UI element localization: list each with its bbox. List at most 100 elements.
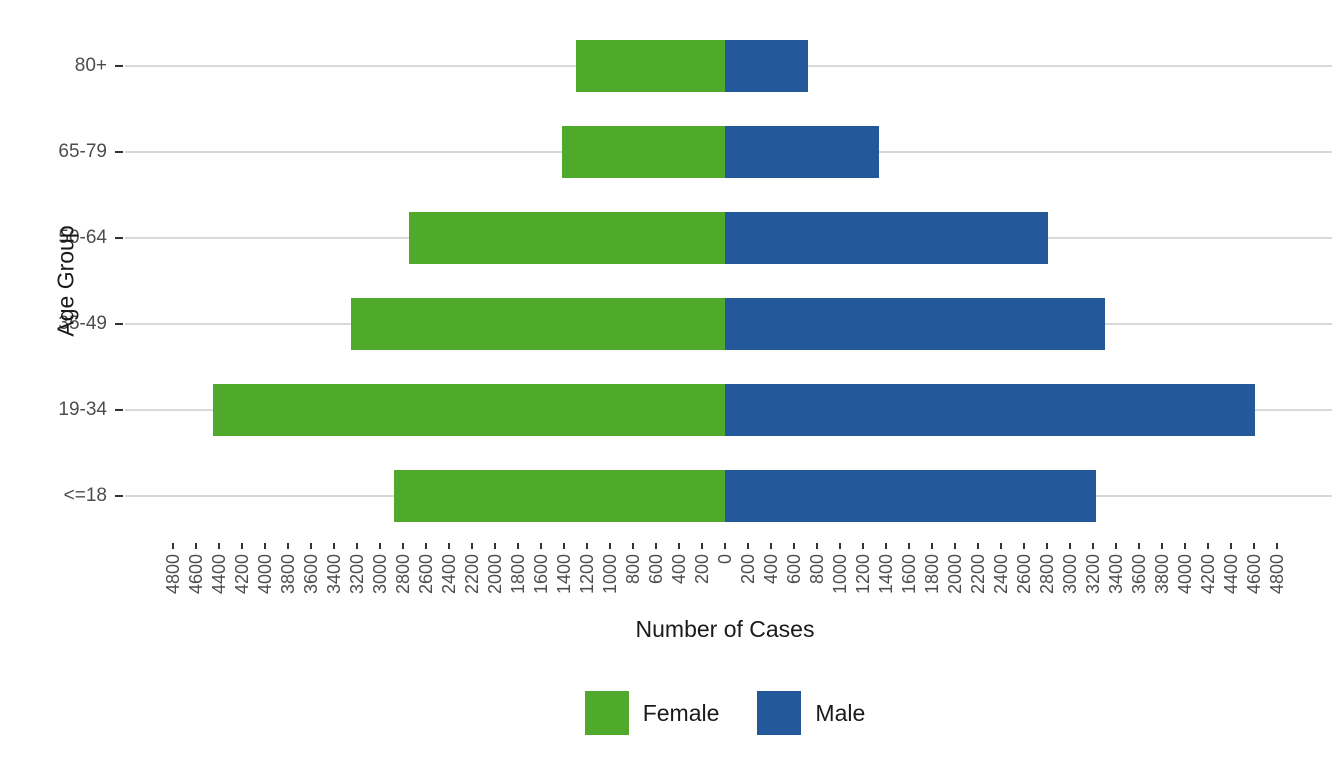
x-axis-label-text: 1400 <box>876 554 896 595</box>
x-axis-label-text: 2000 <box>945 554 965 595</box>
bar-female-<=18 <box>393 470 725 522</box>
x-axis-label: 1600 <box>530 554 552 594</box>
x-axis-tick <box>1138 543 1140 549</box>
x-axis-label: 3400 <box>1105 554 1127 594</box>
x-axis-tick <box>724 543 726 549</box>
x-axis-label: 1000 <box>829 554 851 594</box>
x-axis-label: 3800 <box>1151 554 1173 594</box>
x-axis-tick <box>471 543 473 549</box>
male-legend-label: Male <box>815 699 866 726</box>
x-axis-label: 4200 <box>1197 554 1219 594</box>
x-axis-label: 4600 <box>1243 554 1265 594</box>
female-legend-swatch <box>584 691 629 735</box>
y-axis-label: 80+ <box>74 55 107 76</box>
x-axis-label-text: 2400 <box>439 554 459 595</box>
x-axis-label-text: 2600 <box>1014 554 1034 595</box>
x-axis-label-text: 3800 <box>1152 554 1172 595</box>
bar-female-19-34 <box>213 384 725 436</box>
x-axis-tick <box>678 543 680 549</box>
x-axis-label-text: 600 <box>646 554 666 585</box>
x-axis-label: 2800 <box>392 554 414 594</box>
x-axis-label: 1600 <box>898 554 920 594</box>
x-axis-label-text: 2800 <box>1037 554 1057 595</box>
x-axis-label: 4000 <box>1174 554 1196 594</box>
x-axis-label-text: 1200 <box>577 554 597 595</box>
x-axis-tick <box>1207 543 1209 549</box>
x-axis-label-text: 3800 <box>278 554 298 595</box>
x-axis-tick <box>908 543 910 549</box>
x-axis-tick <box>747 543 749 549</box>
x-axis-label-text: 400 <box>761 554 781 585</box>
y-axis-tick <box>115 237 123 239</box>
x-axis-label: 200 <box>737 554 759 584</box>
y-axis-title: Age Group <box>52 225 79 337</box>
x-axis-tick <box>977 543 979 549</box>
x-axis-label: 4400 <box>208 554 230 594</box>
x-axis-tick <box>1092 543 1094 549</box>
x-axis-tick <box>333 543 335 549</box>
x-axis-tick <box>862 543 864 549</box>
x-axis-title: Number of Cases <box>635 616 815 642</box>
x-axis-label-text: 2200 <box>462 554 482 595</box>
x-axis-label: 3200 <box>1082 554 1104 594</box>
x-axis-label-text: 400 <box>669 554 689 585</box>
x-axis-label-text: 600 <box>784 554 804 585</box>
x-axis-label-text: 4800 <box>163 554 183 595</box>
x-axis-label-text: 3200 <box>347 554 367 595</box>
x-axis-label: 1200 <box>852 554 874 594</box>
x-axis-label-text: 1000 <box>830 554 850 595</box>
x-axis-label: 1400 <box>553 554 575 594</box>
x-axis-label: 4200 <box>231 554 253 594</box>
y-axis-tick <box>115 409 123 411</box>
x-axis-label-text: 3000 <box>1060 554 1080 595</box>
bar-female-50-64 <box>408 212 725 264</box>
x-axis-tick <box>1000 543 1002 549</box>
x-axis-label: 3600 <box>300 554 322 594</box>
x-axis-tick <box>287 543 289 549</box>
x-axis-label-text: 4200 <box>232 554 252 595</box>
x-axis-label-text: 800 <box>623 554 643 585</box>
x-axis-tick <box>1161 543 1163 549</box>
x-axis-tick <box>563 543 565 549</box>
x-axis-tick <box>1184 543 1186 549</box>
x-axis-tick <box>1046 543 1048 549</box>
x-axis-label-text: 4000 <box>255 554 275 595</box>
x-axis-tick <box>954 543 956 549</box>
x-axis-tick <box>517 543 519 549</box>
x-axis-tick <box>793 543 795 549</box>
x-axis-label: 4400 <box>1220 554 1242 594</box>
male-legend-swatch <box>757 691 802 735</box>
x-axis-label-text: 200 <box>738 554 758 585</box>
y-axis-tick <box>115 65 123 67</box>
x-axis-label-text: 4400 <box>1221 554 1241 595</box>
x-axis-label: 400 <box>760 554 782 584</box>
x-axis-label: 3200 <box>346 554 368 594</box>
x-axis-tick <box>770 543 772 549</box>
x-axis-label: 4800 <box>162 554 184 594</box>
x-axis-label-text: 2400 <box>991 554 1011 595</box>
x-axis-label-text: 1600 <box>899 554 919 595</box>
x-axis-tick <box>218 543 220 549</box>
legend-item-male: Male <box>757 691 865 735</box>
x-axis-tick <box>1276 543 1278 549</box>
x-axis-tick <box>540 543 542 549</box>
x-axis-label-text: 2800 <box>393 554 413 595</box>
female-legend-label: Female <box>642 699 720 726</box>
x-axis-tick <box>701 543 703 549</box>
legend: Female Male <box>118 691 1332 735</box>
x-axis-label: 0 <box>714 554 736 564</box>
x-axis-tick <box>816 543 818 549</box>
bar-male-50-64 <box>725 212 1049 264</box>
y-axis-tick <box>115 323 123 325</box>
x-axis-label: 2200 <box>461 554 483 594</box>
x-axis-tick <box>1069 543 1071 549</box>
x-axis-tick <box>494 543 496 549</box>
x-axis-label: 2800 <box>1036 554 1058 594</box>
x-axis-label-text: 4400 <box>209 554 229 595</box>
x-axis-tick <box>655 543 657 549</box>
x-axis-tick <box>839 543 841 549</box>
x-axis-label-text: 3200 <box>1083 554 1103 595</box>
bar-male-<=18 <box>725 470 1097 522</box>
x-axis-label: 600 <box>645 554 667 584</box>
